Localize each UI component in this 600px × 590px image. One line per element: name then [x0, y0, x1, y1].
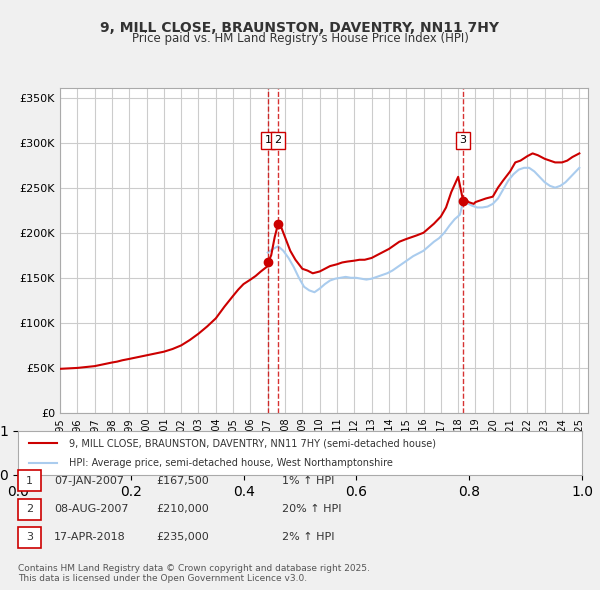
Text: £210,000: £210,000: [156, 504, 209, 514]
Text: 3: 3: [460, 136, 467, 145]
Text: 20% ↑ HPI: 20% ↑ HPI: [282, 504, 341, 514]
Text: 3: 3: [26, 533, 33, 542]
Text: 1% ↑ HPI: 1% ↑ HPI: [282, 476, 334, 486]
Text: 1: 1: [26, 476, 33, 486]
Text: 08-AUG-2007: 08-AUG-2007: [54, 504, 128, 514]
Text: 2: 2: [26, 504, 33, 514]
Text: 2: 2: [275, 136, 281, 145]
Text: 1: 1: [265, 136, 272, 145]
Text: £167,500: £167,500: [156, 476, 209, 486]
Text: 9, MILL CLOSE, BRAUNSTON, DAVENTRY, NN11 7HY: 9, MILL CLOSE, BRAUNSTON, DAVENTRY, NN11…: [101, 21, 499, 35]
Text: 2% ↑ HPI: 2% ↑ HPI: [282, 533, 335, 542]
Text: 07-JAN-2007: 07-JAN-2007: [54, 476, 124, 486]
Text: HPI: Average price, semi-detached house, West Northamptonshire: HPI: Average price, semi-detached house,…: [69, 458, 392, 468]
Text: £235,000: £235,000: [156, 533, 209, 542]
Text: 17-APR-2018: 17-APR-2018: [54, 533, 126, 542]
Text: Price paid vs. HM Land Registry's House Price Index (HPI): Price paid vs. HM Land Registry's House …: [131, 32, 469, 45]
Text: 9, MILL CLOSE, BRAUNSTON, DAVENTRY, NN11 7HY (semi-detached house): 9, MILL CLOSE, BRAUNSTON, DAVENTRY, NN11…: [69, 439, 436, 449]
Text: Contains HM Land Registry data © Crown copyright and database right 2025.
This d: Contains HM Land Registry data © Crown c…: [18, 563, 370, 583]
